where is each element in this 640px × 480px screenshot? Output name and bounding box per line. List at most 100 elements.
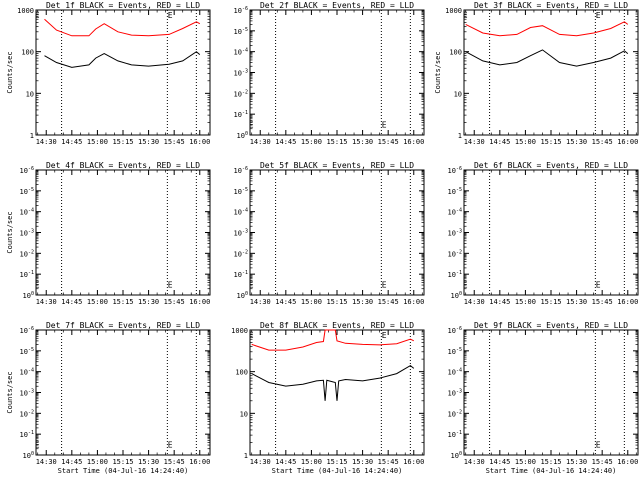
y-axis-label: Counts/sec [6,371,14,413]
y-tick-label: 10-3 [20,389,34,398]
y-tick-label: 10-1 [234,270,248,279]
y-tick-label: 100 [21,49,34,57]
y-tick-label: 1000 [17,7,34,15]
panel-title: Det 5f BLACK = Events, RED = LLD [260,161,414,170]
x-tick-label: 14:30 [464,458,485,466]
event-marker: E [249,331,254,340]
events-series-line [251,364,415,401]
x-tick-label: 15:15 [540,458,561,466]
y-tick-label: 10-3 [20,229,34,238]
y-tick-label: 10-2 [234,89,248,98]
y-tick-label: 10-1 [448,430,462,439]
x-tick-label: 15:15 [112,458,133,466]
y-tick-label: 100 [237,291,248,300]
panel-title: Det 6f BLACK = Events, RED = LLD [474,161,628,170]
y-axis-label: Counts/sec [6,211,14,253]
y-tick-label: 10-4 [20,368,34,377]
x-tick-label: 15:30 [138,458,159,466]
panel-title: Det 2f BLACK = Events, RED = LLD [260,1,414,10]
panel-det-3: Det 3f BLACK = Events, RED = LLD 1 10 100 10… [434,1,639,146]
panel-title: Det 4f BLACK = Events, RED = LLD [46,161,200,170]
lld-series-line [44,18,201,37]
y-tick-label: 10-5 [448,187,462,196]
x-tick-label: 16:00 [617,138,638,146]
y-tick-label: 10-1 [20,430,34,439]
plot-frame [35,9,211,136]
x-tick-label: 15:15 [326,458,347,466]
y-tick-label: 10-6 [448,326,462,335]
event-marker: E [463,11,468,20]
panel-det-7: Det 7f BLACK = Events, RED = LLD 100 10-1 1… [6,321,211,475]
event-marker: E [168,441,173,450]
x-tick-label: 16:00 [403,458,424,466]
y-axis-label: Counts/sec [434,51,442,93]
x-axis-label: Start Time (04-Jul-16 14:24:40) [486,467,617,475]
plot-frame [249,9,425,136]
event-marker: E [596,281,601,290]
panel-det-8: Det 8f BLACK = Events, RED = LLD 1 10 100 10… [231,321,425,475]
event-marker: E [35,281,40,290]
x-tick-label: 15:30 [566,298,587,306]
y-tick-label: 10-3 [448,229,462,238]
panel-title: Det 7f BLACK = Events, RED = LLD [46,321,200,330]
x-tick-label: 16:00 [617,298,638,306]
y-tick-label: 10 [240,410,248,418]
panel-title: Det 9f BLACK = Events, RED = LLD [474,321,628,330]
x-tick-label: 15:45 [592,298,613,306]
event-marker: E [596,11,601,20]
y-tick-label: 10-6 [20,166,34,175]
event-marker: E [35,441,40,450]
y-tick-label: 10-4 [20,208,34,217]
x-tick-label: 15:45 [378,298,399,306]
y-tick-label: 10-3 [448,389,462,398]
x-tick-label: 15:15 [326,138,347,146]
x-tick-label: 16:00 [403,298,424,306]
x-tick-label: 15:00 [301,138,322,146]
x-axis-label: Start Time (04-Jul-16 14:24:40) [272,467,403,475]
y-tick-label: 10-5 [234,187,248,196]
y-tick-label: 100 [451,291,462,300]
event-marker: E [249,121,254,130]
x-tick-label: 16:00 [189,138,210,146]
y-tick-label: 10-1 [448,270,462,279]
x-tick-label: 15:00 [515,138,536,146]
y-tick-label: 10-5 [20,347,34,356]
y-tick-label: 10-1 [20,270,34,279]
x-tick-label: 15:30 [138,138,159,146]
x-tick-label: 14:45 [61,298,82,306]
y-tick-label: 100 [237,131,248,140]
event-marker: E [382,331,387,340]
x-tick-label: 14:45 [275,298,296,306]
x-tick-label: 15:45 [592,458,613,466]
y-tick-label: 10-2 [448,249,462,258]
x-tick-label: 14:30 [36,298,57,306]
event-marker: E [463,441,468,450]
x-tick-label: 15:30 [138,298,159,306]
plot-frame [35,169,211,296]
x-tick-label: 15:00 [301,298,322,306]
y-tick-label: 10-2 [20,409,34,418]
x-tick-label: 15:45 [164,138,185,146]
panel-det-6: Det 6f BLACK = Events, RED = LLD 100 10-1 1… [448,161,639,306]
y-tick-label: 100 [23,291,34,300]
x-tick-label: 15:00 [515,298,536,306]
x-tick-label: 15:45 [378,138,399,146]
plot-frame [463,169,639,296]
x-tick-label: 14:30 [464,138,485,146]
plot-frame [249,329,425,456]
y-tick-label: 10-6 [234,166,248,175]
y-tick-label: 10 [454,90,462,98]
x-tick-label: 15:30 [352,458,373,466]
event-marker: E [35,11,40,20]
y-tick-label: 10-5 [234,27,248,36]
y-tick-label: 100 [235,369,248,377]
x-tick-label: 15:00 [515,458,536,466]
panel-det-5: Det 5f BLACK = Events, RED = LLD 100 10-1 1… [234,161,425,306]
y-tick-label: 1000 [231,327,248,335]
x-tick-label: 15:30 [566,138,587,146]
x-tick-label: 14:30 [36,458,57,466]
y-tick-label: 10-3 [234,69,248,78]
x-tick-label: 15:00 [87,298,108,306]
event-marker: E [168,11,173,20]
